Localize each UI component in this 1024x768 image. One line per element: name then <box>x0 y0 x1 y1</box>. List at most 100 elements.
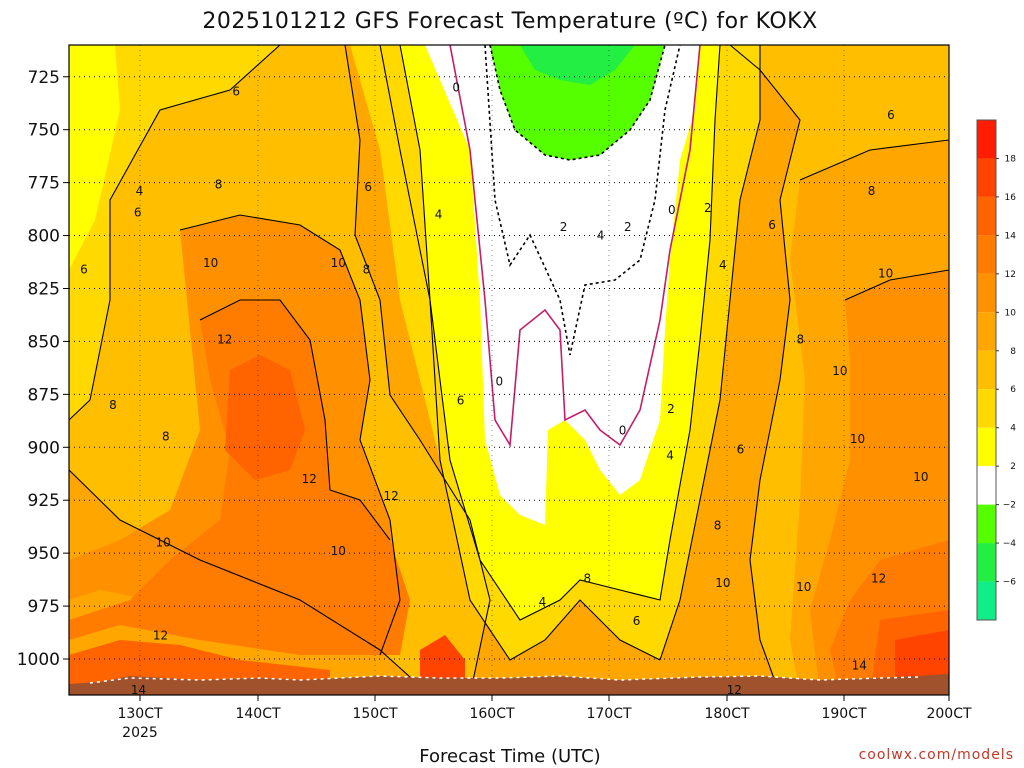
x-tick-label: 170CT <box>586 706 631 722</box>
y-tick-label: 725 <box>28 68 60 88</box>
y-tick-label: 800 <box>28 227 60 247</box>
contour-label: 12 <box>217 332 232 346</box>
contour-label: 2 <box>704 201 712 215</box>
contour-label: 8 <box>583 572 591 586</box>
colorbar-legend: 18 16 14 12 10 8 6 4 2 −2 −4 −6 <box>976 119 1017 621</box>
band-12-14-left <box>69 300 410 655</box>
colorbar-swatch <box>977 273 996 313</box>
isotherm-lines <box>69 45 949 695</box>
contour-label: 10 <box>796 580 811 594</box>
contour-label: 10 <box>913 470 928 484</box>
contour-label: 0 <box>668 203 676 217</box>
contour-label: 0 <box>619 423 627 437</box>
contour-label: 10 <box>878 267 893 281</box>
y-tick-label: 975 <box>28 597 60 617</box>
isotherm-8 <box>69 45 281 421</box>
contour-label: 4 <box>435 207 443 221</box>
contour-label: 6 <box>232 85 240 99</box>
colorbar-label: −6 <box>1003 578 1017 588</box>
band-4-6-center <box>350 45 660 660</box>
contour-label: 6 <box>364 180 372 194</box>
isotherm-10-right <box>844 269 949 301</box>
contour-label: 8 <box>868 184 876 198</box>
colorbar-swatch <box>977 196 996 236</box>
x-tick-year: 2025 <box>122 725 158 741</box>
contour-label: 6 <box>457 394 465 408</box>
colorbar-label: 2 <box>1010 462 1016 472</box>
contour-label: 10 <box>331 544 346 558</box>
y-tick-label: 825 <box>28 279 60 299</box>
chart-title: 2025101212 GFS Forecast Temperature (ºC)… <box>202 9 817 34</box>
colorbar-swatch <box>977 350 996 390</box>
colorbar-label: 6 <box>1010 385 1016 395</box>
colorbar-swatch <box>977 235 996 274</box>
y-tick-label: 925 <box>28 491 60 511</box>
contour-label: 8 <box>714 519 722 533</box>
contour-label: 4 <box>136 184 144 198</box>
colorbar-label: 4 <box>1010 424 1016 434</box>
colorbar-label: −2 <box>1003 501 1016 511</box>
x-tick-label: 200CT <box>926 706 971 722</box>
contour-label: 6 <box>737 442 745 456</box>
grid-lines <box>69 45 949 695</box>
isotherm-10 <box>179 214 401 656</box>
isotherm-6b <box>344 45 491 695</box>
band-16-18-right <box>895 630 949 685</box>
colorbar-swatch <box>977 466 996 505</box>
contour-label: 10 <box>832 364 847 378</box>
contour-label: 14 <box>131 683 146 697</box>
y-tick-label: 850 <box>28 332 60 352</box>
contour-label: 0 <box>452 80 460 94</box>
colorbar-label: 12 <box>1005 270 1016 280</box>
isotherm-8-right <box>799 139 949 181</box>
x-axis: 130CT 140CT 150CT 160CT 170CT 180CT 190CT 200CT <box>117 695 972 722</box>
contour-label: 10 <box>156 536 171 550</box>
colorbar-label: 18 <box>1005 154 1017 164</box>
contour-label: 10 <box>850 432 865 446</box>
colorbar-swatch <box>977 543 996 582</box>
x-axis-title: Forecast Time (UTC) <box>419 746 600 767</box>
band-4-6-left <box>69 45 280 420</box>
y-tick-label: 950 <box>28 544 60 564</box>
contour-label: 12 <box>383 489 398 503</box>
y-axis: 725 750 775 800 825 850 875 900 925 950 975 1000 <box>17 68 69 670</box>
contour-label: 8 <box>215 178 223 192</box>
y-tick-label: 875 <box>28 385 60 405</box>
plot-frame <box>68 44 950 696</box>
colorbar-label: 16 <box>1005 193 1017 203</box>
contour-label: 10 <box>331 256 346 270</box>
contour-label: 12 <box>871 572 886 586</box>
contour-label: 12 <box>727 683 742 697</box>
contour-label: 14 <box>852 658 867 672</box>
colorbar-swatch <box>977 504 996 544</box>
y-tick-label: 750 <box>28 121 60 141</box>
terrain-ground <box>69 674 949 695</box>
contour-label: 8 <box>162 430 170 444</box>
colorbar-swatch <box>977 581 996 620</box>
y-tick-label: 900 <box>28 438 60 458</box>
y-tick-label: 1000 <box>17 650 60 670</box>
isotherm-0 <box>449 45 701 448</box>
x-tick-label: 190CT <box>821 706 866 722</box>
isotherm-2 <box>399 45 721 621</box>
contour-label: 4 <box>666 449 674 463</box>
colorbar-label: 8 <box>1010 347 1016 357</box>
contour-label: 6 <box>768 218 776 232</box>
contour-label: 4 <box>539 595 547 609</box>
colorbar-swatch <box>977 158 996 197</box>
credit-text: coolwx.com/models <box>859 747 1014 763</box>
contour-label: 0 <box>495 375 503 389</box>
contour-label: 12 <box>302 472 317 486</box>
band-below-minus6 <box>520 45 635 85</box>
isotherm-12 <box>199 299 391 541</box>
isotherm-minus4 <box>489 45 666 161</box>
colorbar-frame <box>976 119 997 621</box>
contour-label: 8 <box>796 332 804 346</box>
colorbar-swatch <box>977 120 996 159</box>
isotherm-6 <box>69 469 431 695</box>
contour-label: 10 <box>203 256 218 270</box>
x-tick-label: 160CT <box>469 706 514 722</box>
y-tick-label: 775 <box>28 174 60 194</box>
band-below-minus4 <box>490 45 665 160</box>
isotherm-minus2 <box>484 45 681 356</box>
